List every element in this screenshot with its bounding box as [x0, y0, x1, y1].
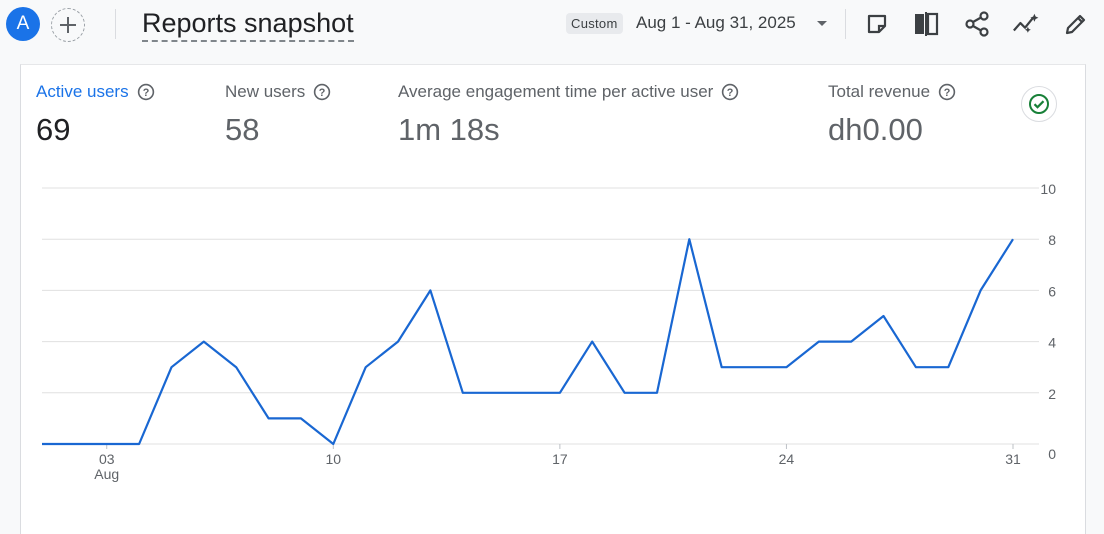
chevron-down-icon[interactable]	[817, 21, 827, 26]
metric-label: New users ?	[225, 82, 331, 102]
share-button[interactable]	[963, 10, 991, 38]
metric-value: 58	[225, 112, 260, 147]
divider	[845, 9, 846, 39]
edit-icon	[1065, 14, 1086, 35]
metric-label: Active users ?	[36, 82, 155, 102]
metric-active-users[interactable]: Active users ? 69	[36, 82, 155, 148]
insights-button[interactable]	[1012, 10, 1040, 38]
metric-label-text: Total revenue	[828, 82, 931, 101]
metric-engagement-time[interactable]: Average engagement time per active user …	[398, 82, 739, 148]
x-tick-label: 24	[779, 451, 795, 467]
y-tick-label: 0	[1048, 446, 1056, 462]
help-icon[interactable]: ?	[313, 83, 331, 101]
page-title[interactable]: Reports snapshot	[142, 7, 354, 42]
custom-range-chip[interactable]: Custom	[566, 13, 623, 34]
data-quality-button[interactable]	[1021, 86, 1057, 122]
x-tick-label: 10	[326, 451, 342, 467]
x-tick-sublabel: Aug	[94, 466, 119, 482]
date-range-label[interactable]: Aug 1 - Aug 31, 2025	[636, 13, 796, 32]
metric-label: Total revenue ?	[828, 82, 956, 102]
help-icon[interactable]: ?	[137, 83, 155, 101]
add-comparison-button[interactable]	[51, 8, 85, 42]
divider	[115, 9, 116, 39]
svg-text:?: ?	[944, 87, 951, 99]
x-tick-label: 17	[552, 451, 568, 467]
insights-icon	[1013, 13, 1039, 33]
help-icon[interactable]: ?	[938, 83, 956, 101]
svg-text:?: ?	[727, 87, 734, 99]
metric-label-text: Active users	[36, 82, 129, 101]
series-line	[42, 238, 1014, 446]
note-button[interactable]	[863, 10, 891, 38]
check-circle-icon	[1029, 94, 1049, 114]
x-tick-label: 03	[99, 451, 115, 467]
metric-new-users[interactable]: New users ? 58	[225, 82, 331, 148]
svg-text:?: ?	[319, 87, 326, 99]
compare-button[interactable]	[913, 10, 941, 38]
y-tick-label: 4	[1048, 335, 1056, 351]
note-icon	[867, 14, 887, 34]
compare-icon	[915, 12, 939, 36]
edit-button[interactable]	[1062, 10, 1090, 38]
x-tick-label: 31	[1005, 451, 1021, 467]
y-tick-label: 10	[1040, 181, 1056, 197]
avatar[interactable]: A	[6, 7, 40, 41]
metric-total-revenue[interactable]: Total revenue ? dh0.00	[828, 82, 956, 148]
svg-text:?: ?	[142, 87, 149, 99]
share-icon	[965, 11, 989, 37]
y-tick-label: 6	[1048, 283, 1056, 299]
plus-icon	[60, 17, 76, 33]
metric-label-text: Average engagement time per active user	[398, 82, 714, 101]
report-card	[20, 64, 1086, 534]
metric-label: Average engagement time per active user …	[398, 82, 739, 102]
help-icon[interactable]: ?	[721, 83, 739, 101]
metric-value: 1m 18s	[398, 112, 500, 147]
metric-label-text: New users	[225, 82, 306, 101]
metric-value: 69	[36, 112, 71, 147]
y-tick-label: 8	[1048, 232, 1056, 248]
top-bar: A Reports snapshot Custom Aug 1 - Aug 31…	[0, 0, 1104, 56]
metric-value: dh0.00	[828, 112, 923, 147]
avatar-letter: A	[16, 13, 30, 34]
y-tick-label: 2	[1048, 386, 1056, 402]
